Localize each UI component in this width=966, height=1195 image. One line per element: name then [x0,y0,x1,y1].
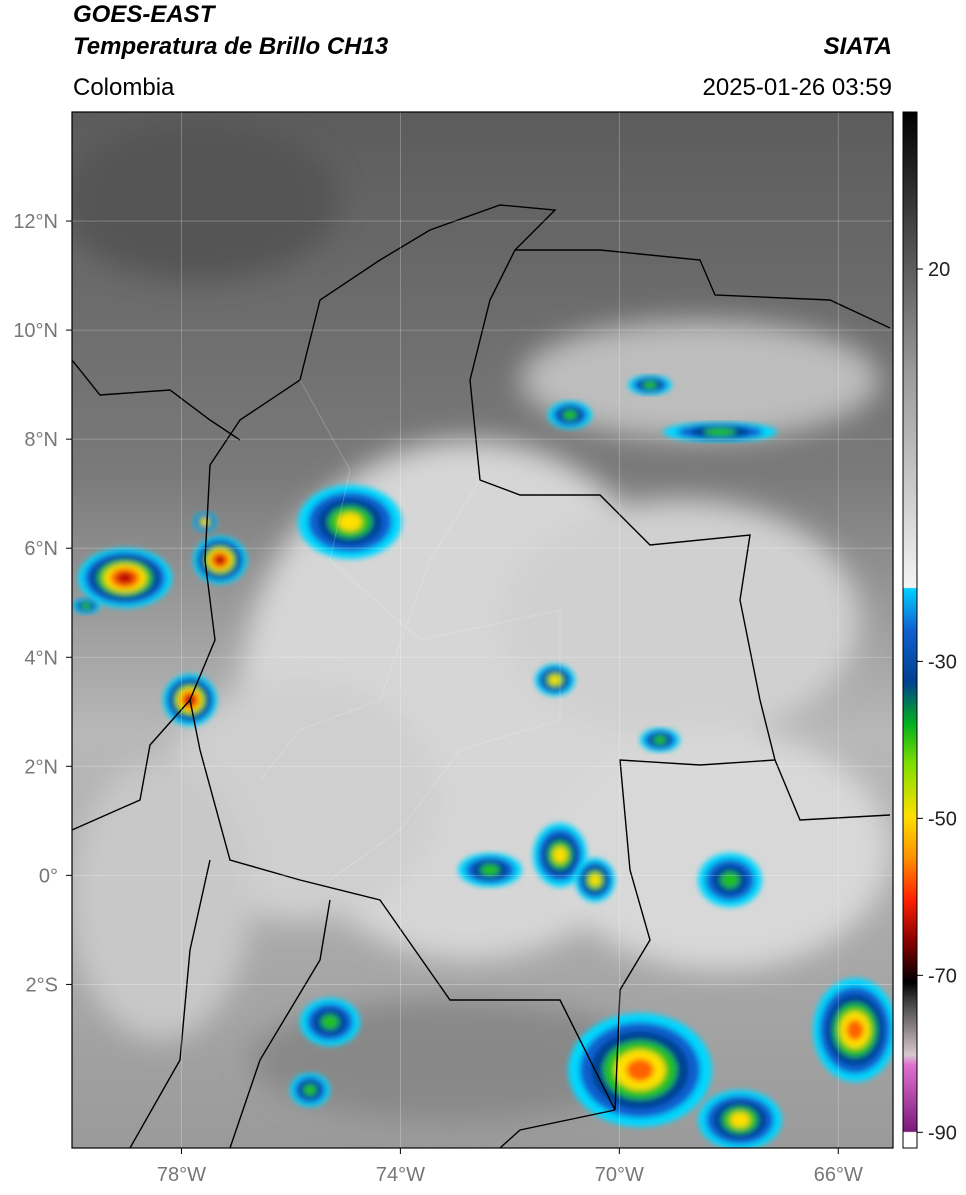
cell [535,664,575,696]
cell [298,485,402,559]
title: GOES-EAST [73,1,217,28]
lat-tick-label: 8°N [24,429,58,451]
cell-ring [214,554,226,566]
cell [78,548,172,608]
cell [458,853,522,887]
cell-ring [480,864,500,876]
cell [193,536,247,584]
cell [663,422,777,442]
cell [813,978,893,1082]
map [72,112,893,1148]
colorbar-tick-label: -90 [928,1122,957,1144]
cell-ring [730,1112,750,1128]
cell [575,858,615,902]
cell-ring [846,1019,864,1041]
cell-ring [704,428,736,436]
cell-ring [563,410,577,420]
convective-cells [72,375,893,1148]
source: SIATA [824,33,892,60]
cell-ring [81,602,91,610]
cell [568,1013,712,1127]
cell [640,728,680,752]
cell [300,998,360,1046]
cell-ring [116,572,134,584]
colorbar-tick-label: -50 [928,808,957,830]
lon-tick-label: 78°W [157,1164,206,1186]
cell-ring [626,1058,654,1082]
map-frame [71,111,894,1149]
lat-tick-label: 6°N [24,538,58,560]
colorbar-tick-label: -70 [928,965,957,987]
cell-ring [338,513,362,531]
cell [698,1090,782,1148]
colorbar [902,111,918,1149]
cell [698,853,762,907]
cell-ring [303,1084,317,1096]
lon-tick-label: 70°W [595,1164,644,1186]
lon-tick-label: 74°W [376,1164,425,1186]
datetime: 2025-01-26 03:59 [703,74,893,101]
lat-tick-label: 4°N [24,647,58,669]
lat-tick-label: 10°N [13,320,58,342]
cell-ring [653,735,667,745]
subtitle: Temperatura de Brillo CH13 [73,33,389,60]
cell-ring [321,1014,339,1030]
lat-tick-label: 0° [39,865,58,887]
cell [628,375,672,395]
cell-ring [553,847,567,863]
cell-ring [549,675,561,685]
cell [290,1073,330,1107]
state-borders [259,379,561,881]
region: Colombia [73,74,175,101]
cell-ring [643,381,657,389]
cell [72,598,100,614]
cell [548,401,592,429]
borders [72,204,891,1148]
lat-tick-label: 2°N [24,756,58,778]
colorbar-tick-label: -30 [928,651,957,673]
cell [193,512,217,532]
colorbar-tick-label: 20 [928,259,950,281]
cell-ring [589,874,601,886]
cell [533,823,587,887]
lon-tick-label: 66°W [814,1164,863,1186]
lat-tick-label: 2°S [26,974,58,996]
cell-ring [720,871,740,889]
lat-tick-label: 12°N [13,211,58,233]
